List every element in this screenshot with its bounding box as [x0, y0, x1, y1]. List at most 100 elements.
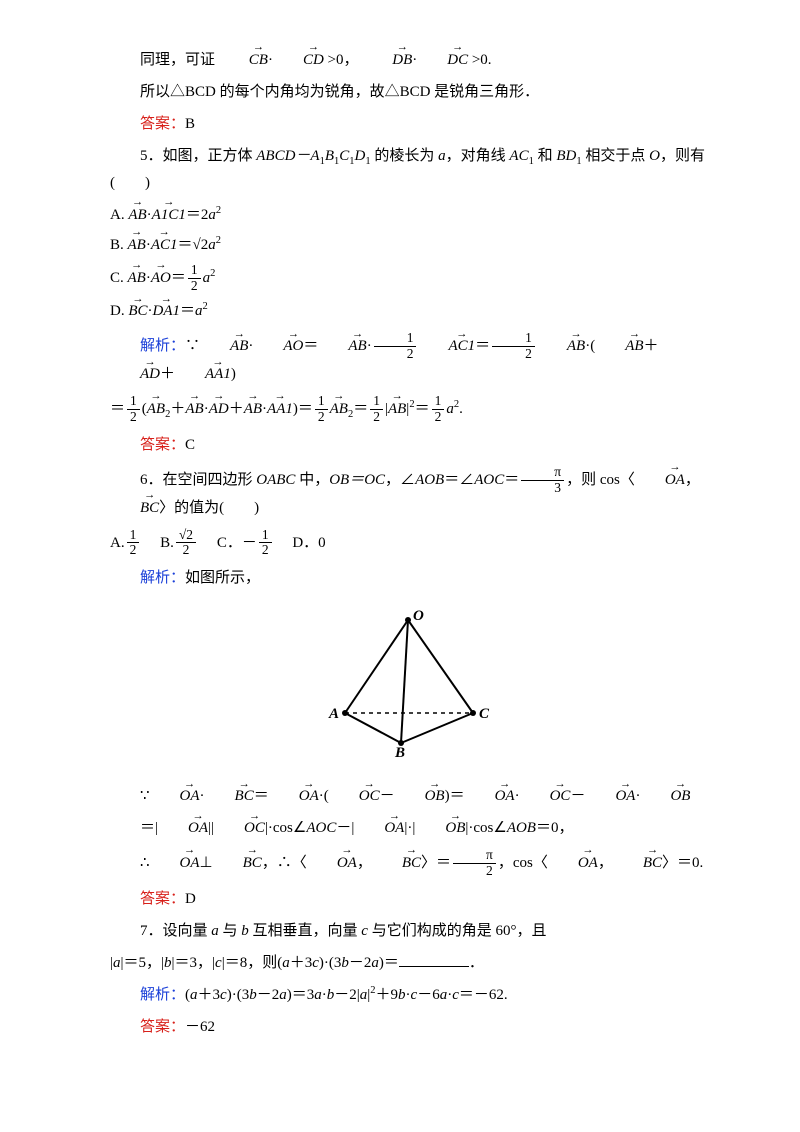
text: ＝: [415, 401, 430, 417]
solution-label: 解析：: [140, 570, 185, 586]
vec-ac1: AC1: [418, 334, 475, 358]
text: －2: [349, 955, 372, 971]
answer-label: 答案：: [140, 116, 185, 132]
q5-opt-d: D. BC·DA1＝a2: [110, 299, 705, 323]
vec-oa: OA: [635, 468, 685, 492]
text: >0.: [472, 52, 492, 68]
q5-answer: 答案：C: [110, 433, 705, 457]
text: ＝: [110, 401, 125, 417]
text: C．－: [217, 534, 257, 550]
vec-oa: OA: [585, 784, 635, 808]
vec-oa: OA: [158, 816, 208, 840]
text: a: [195, 303, 203, 319]
vec-oa: OA: [269, 784, 319, 808]
vec-ob: OB: [640, 784, 690, 808]
q5-solution-2: ＝12(AB2＋AB·AD＋AB·AA1)＝12AB2＝12|AB|2＝12a2…: [110, 394, 705, 425]
q5-solution-1: 解析：∵AB·AO＝AB·12AC1＝12AB·(AB＋AD＋AA1): [110, 331, 705, 386]
vec-ad: AD: [110, 362, 160, 386]
text: |＝5，|: [121, 955, 165, 971]
vec-aa1: AA1: [267, 397, 293, 421]
text: A.: [110, 534, 125, 550]
vec-bc: BC: [110, 496, 159, 520]
text: ，则 cos〈: [566, 472, 635, 488]
text: ＝: [353, 401, 368, 417]
text: b: [164, 955, 172, 971]
frac-half: 12: [127, 394, 140, 425]
text: －|: [336, 820, 354, 836]
vec-bc: BC: [372, 851, 421, 875]
vec-ab: AB: [244, 397, 262, 421]
text: ＝: [178, 237, 193, 253]
text: B.: [160, 534, 174, 550]
answer-value: D: [185, 891, 196, 907]
text: a: [203, 270, 211, 286]
frac-half: 12: [315, 394, 328, 425]
text: a: [113, 955, 121, 971]
text: |＝8，则(: [222, 955, 283, 971]
text: b: [398, 987, 406, 1003]
text: ，: [685, 472, 700, 488]
text: 相交于点: [582, 148, 650, 164]
frac-pi3: π3: [521, 465, 564, 496]
vec-aa1: AA1: [175, 362, 231, 386]
vec-cd: CD: [273, 48, 324, 72]
diagram-label-a: A: [328, 706, 339, 722]
vec-ab: AB: [330, 397, 348, 421]
text: ，: [357, 855, 372, 871]
frac-half: 12: [259, 528, 272, 559]
answer-label: 答案：: [140, 891, 185, 907]
vec-ob: OB: [395, 784, 445, 808]
text: D.: [110, 303, 128, 319]
text: －: [380, 788, 395, 804]
vec-ao: AO: [151, 266, 171, 290]
answer-value: －62: [185, 1019, 215, 1035]
frac-pi2: π2: [453, 848, 496, 879]
text: AOC: [474, 472, 504, 488]
text: |·cos∠: [265, 820, 306, 836]
vec-oc: OC: [520, 784, 571, 808]
q6-solution-intro: 解析：如图所示，: [110, 566, 705, 590]
q6-stem: 6．在空间四边形 OABC 中，OB＝OC，∠AOB＝∠AOC＝π3，则 cos…: [110, 465, 705, 520]
vec-oa: OA: [307, 851, 357, 875]
text: 互相垂直，向量: [249, 923, 362, 939]
solution-label: 解析：: [140, 987, 185, 1003]
vec-oa: OA: [150, 851, 200, 875]
text: 与它们构成的角是 60°，且: [368, 923, 547, 939]
text: 7．设向量: [140, 923, 211, 939]
text: －2: [257, 987, 280, 1003]
vec-db: DB: [362, 48, 412, 72]
text: ＝: [303, 338, 318, 354]
text: A.: [110, 207, 128, 223]
intro-line-2: 所以△BCD 的每个内角均为锐角，故△BCD 是锐角三角形．: [110, 80, 705, 104]
vec-bc: BC: [613, 851, 662, 875]
text: ，cos〈: [498, 855, 548, 871]
text: ，对角线: [446, 148, 510, 164]
text: )＝: [379, 955, 399, 971]
text: ＝－62.: [459, 987, 508, 1003]
vec-dc: DC: [417, 48, 468, 72]
text: ABCD－A: [256, 148, 319, 164]
text: B: [325, 148, 334, 164]
q5-stem: 5．如图，正方体 ABCD－A1B1C1D1 的棱长为 a，对角线 AC1 和 …: [110, 144, 705, 195]
text: 中，: [295, 472, 329, 488]
vec-ab: AB: [128, 266, 146, 290]
q7-stem-1: 7．设向量 a 与 b 互相垂直，向量 c 与它们构成的角是 60°，且: [110, 919, 705, 943]
text: 与: [219, 923, 242, 939]
text: 〉＝0.: [662, 855, 703, 871]
text: O: [649, 148, 660, 164]
text: ＋: [229, 401, 244, 417]
text: ．: [469, 955, 484, 971]
text: c: [220, 987, 227, 1003]
vec-ab: AB: [537, 334, 585, 358]
text: ，∠: [385, 472, 415, 488]
vec-ao: AO: [253, 334, 303, 358]
answer-label: 答案：: [140, 437, 185, 453]
text: a: [438, 148, 446, 164]
vec-ab: AB: [318, 334, 366, 358]
vec-oa: OA: [150, 784, 200, 808]
text: c: [312, 955, 319, 971]
text: ，: [598, 855, 613, 871]
text: AC: [509, 148, 528, 164]
text: a: [211, 923, 219, 939]
text: －: [570, 788, 585, 804]
